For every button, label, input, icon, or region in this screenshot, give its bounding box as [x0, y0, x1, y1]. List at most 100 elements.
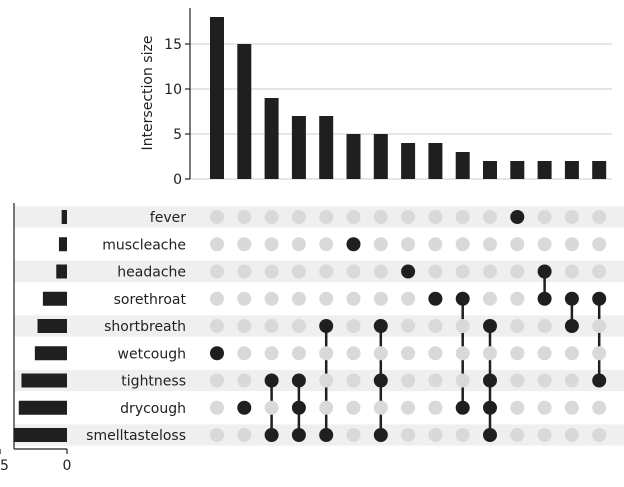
- set-label-sorethroat: sorethroat: [114, 292, 187, 308]
- y-tick-label-15: 15: [164, 37, 182, 53]
- dot-inactive-3-drycough: [264, 400, 279, 415]
- intersection-bar-15: [592, 161, 607, 179]
- dot-inactive-5-wetcough: [319, 346, 334, 361]
- set-size-bar-smelltasteloss: [13, 428, 67, 442]
- dot-inactive-1-drycough: [210, 400, 224, 415]
- dot-inactive-3-headache: [264, 264, 279, 279]
- dot-inactive-3-sorethroat: [264, 291, 279, 306]
- dot-inactive-9-wetcough: [428, 346, 443, 361]
- dot-active-14-sorethroat: [564, 291, 579, 306]
- dot-inactive-14-headache: [564, 264, 579, 279]
- dot-inactive-4-sorethroat: [291, 291, 306, 306]
- dot-inactive-6-shortbreath: [346, 319, 361, 333]
- dot-inactive-5-drycough: [319, 400, 334, 415]
- dot-inactive-10-tightness: [455, 373, 470, 388]
- dot-active-4-smelltasteloss: [291, 428, 306, 442]
- dot-inactive-10-smelltasteloss: [455, 428, 470, 442]
- dot-active-3-smelltasteloss: [264, 428, 279, 442]
- dot-inactive-6-tightness: [346, 373, 361, 388]
- set-size-bar-fever: [61, 210, 67, 224]
- set-size-bars: [13, 210, 67, 442]
- dot-active-14-shortbreath: [564, 319, 579, 333]
- dot-active-12-fever: [510, 210, 525, 224]
- y-axis-label: Intersection size: [140, 36, 156, 151]
- y-tick-label-0: 0: [173, 172, 182, 188]
- dot-inactive-14-wetcough: [564, 346, 579, 361]
- dot-active-6-muscleache: [346, 237, 361, 252]
- dot-inactive-15-muscleache: [592, 237, 607, 252]
- dot-active-11-tightness: [483, 373, 497, 388]
- dot-inactive-7-fever: [373, 210, 388, 224]
- dot-inactive-11-fever: [483, 210, 497, 224]
- intersection-bar-6: [346, 134, 361, 179]
- dot-inactive-4-wetcough: [291, 346, 306, 361]
- intersection-bar-2: [237, 44, 252, 179]
- y-tick-label-5: 5: [173, 127, 182, 143]
- set-size-tick-label-0: 0: [63, 458, 72, 474]
- dot-inactive-13-shortbreath: [537, 319, 552, 333]
- dot-inactive-15-shortbreath: [592, 319, 607, 333]
- dot-active-5-shortbreath: [319, 319, 334, 333]
- dot-active-7-smelltasteloss: [373, 428, 388, 442]
- dot-active-10-drycough: [455, 400, 470, 415]
- dot-inactive-7-muscleache: [373, 237, 388, 252]
- dot-inactive-14-smelltasteloss: [564, 428, 579, 442]
- dot-active-3-tightness: [264, 373, 279, 388]
- dot-inactive-6-wetcough: [346, 346, 361, 361]
- set-size-axis: 25 0: [0, 203, 71, 474]
- set-label-headache: headache: [117, 265, 186, 281]
- dot-inactive-8-wetcough: [401, 346, 416, 361]
- dot-inactive-14-fever: [564, 210, 579, 224]
- dot-inactive-8-sorethroat: [401, 291, 416, 306]
- dot-active-11-shortbreath: [483, 319, 497, 333]
- dot-inactive-3-shortbreath: [264, 319, 279, 333]
- dot-active-10-sorethroat: [455, 291, 470, 306]
- dot-inactive-3-muscleache: [264, 237, 279, 252]
- intersection-bars: [210, 17, 607, 179]
- dot-inactive-13-smelltasteloss: [537, 428, 552, 442]
- dot-inactive-6-fever: [346, 210, 361, 224]
- dot-inactive-9-fever: [428, 210, 443, 224]
- dot-inactive-8-fever: [401, 210, 416, 224]
- dot-inactive-1-fever: [210, 210, 224, 224]
- set-label-smelltasteloss: smelltasteloss: [86, 428, 186, 444]
- dot-inactive-8-smelltasteloss: [401, 428, 416, 442]
- dot-inactive-1-sorethroat: [210, 291, 224, 306]
- dot-inactive-10-headache: [455, 264, 470, 279]
- dot-inactive-13-tightness: [537, 373, 552, 388]
- dot-inactive-2-wetcough: [237, 346, 252, 361]
- dot-active-15-sorethroat: [592, 291, 607, 306]
- dot-inactive-1-tightness: [210, 373, 224, 388]
- set-size-bar-tightness: [21, 373, 67, 388]
- dot-inactive-12-tightness: [510, 373, 525, 388]
- dot-inactive-9-shortbreath: [428, 319, 443, 333]
- intersection-bar-10: [455, 152, 470, 179]
- dot-inactive-2-smelltasteloss: [237, 428, 252, 442]
- dot-active-5-smelltasteloss: [319, 428, 334, 442]
- set-size-bar-shortbreath: [37, 319, 67, 333]
- dot-inactive-5-sorethroat: [319, 291, 334, 306]
- dot-inactive-15-fever: [592, 210, 607, 224]
- dot-inactive-5-headache: [319, 264, 334, 279]
- set-label-wetcough: wetcough: [118, 346, 186, 362]
- intersection-size-axis: Intersection size 0 5 10 15: [140, 8, 191, 188]
- dot-inactive-4-muscleache: [291, 237, 306, 252]
- dot-inactive-5-tightness: [319, 373, 334, 388]
- set-label-shortbreath: shortbreath: [104, 319, 186, 335]
- dot-inactive-14-drycough: [564, 400, 579, 415]
- dot-inactive-6-headache: [346, 264, 361, 279]
- dot-inactive-5-fever: [319, 210, 334, 224]
- dot-inactive-6-drycough: [346, 400, 361, 415]
- row-shading: [14, 206, 624, 446]
- set-label-tightness: tightness: [121, 374, 186, 390]
- dot-inactive-2-shortbreath: [237, 319, 252, 333]
- dot-inactive-3-fever: [264, 210, 279, 224]
- intersection-bar-9: [428, 143, 443, 179]
- intersection-bar-12: [510, 161, 525, 179]
- dot-inactive-12-shortbreath: [510, 319, 525, 333]
- row-shade-smelltasteloss: [14, 424, 624, 446]
- set-size-bar-muscleache: [58, 237, 67, 252]
- dot-active-9-sorethroat: [428, 291, 443, 306]
- dot-inactive-11-sorethroat: [483, 291, 497, 306]
- dot-inactive-7-drycough: [373, 400, 388, 415]
